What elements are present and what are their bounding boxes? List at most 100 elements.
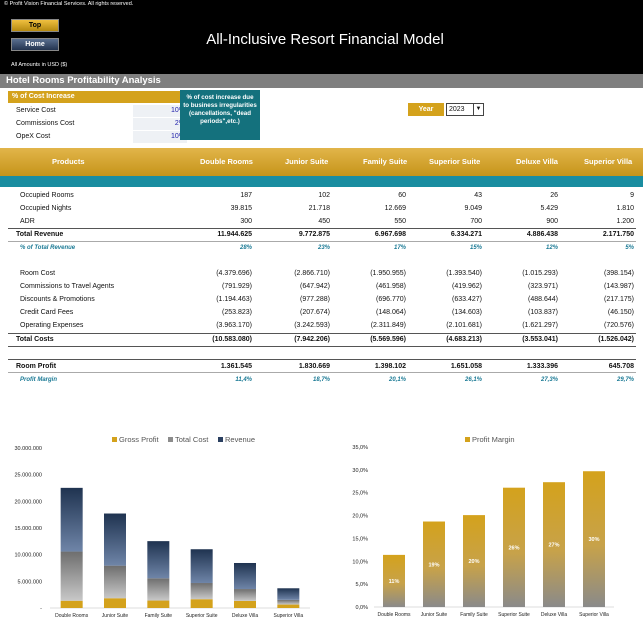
revenue-cost-chart: Gross Profit Total Cost Revenue 30.000.000 2… [14, 435, 310, 619]
table-header: Products Double Rooms Junior Suite Famil… [0, 148, 643, 176]
table-cell: (461.958) [376, 283, 406, 290]
table-cell: 43 [474, 192, 482, 199]
y-tick-label: 30.000.000 [14, 446, 42, 452]
table-cell: 187 [240, 192, 252, 199]
table-cell: (46.150) [607, 309, 634, 316]
chevron-down-icon[interactable]: ▼ [473, 104, 483, 115]
y-tick-label: 35,0% [352, 445, 368, 451]
table-cell: (1.526.042) [598, 336, 634, 343]
table-cell: 17% [393, 245, 406, 251]
table-cell: (253.823) [222, 309, 252, 316]
bar-gross-profit [190, 599, 213, 608]
header-bar: © Profit Vision Financial Services. All … [0, 0, 643, 74]
table-cell: (2.866.710) [294, 270, 330, 277]
year-label: Year [408, 103, 444, 116]
row-label: Discounts & Promotions [20, 296, 95, 303]
cost-increase-note: % of cost increase due to business irreg… [180, 90, 260, 140]
bar-gross-profit [234, 600, 256, 608]
table-cell: 12% [545, 245, 558, 251]
table-row: Room Cost (4.379.696) (2.866.710) (1.950.95… [0, 268, 643, 280]
table-cell: (207.674) [300, 309, 330, 316]
table-cell: (323.971) [528, 283, 558, 290]
bar-revenue [147, 541, 170, 579]
bar-revenue [277, 588, 300, 600]
y-tick-label: 10,0% [352, 559, 368, 565]
table-row: Total Costs (10.583.080) (7.942.206) (5.569… [0, 334, 643, 346]
table-cell: (3.963.170) [216, 322, 252, 329]
table-cell: 6.967.698 [374, 231, 406, 238]
home-button[interactable]: Home [11, 38, 59, 51]
table-row: Room Profit 1.361.545 1.830.669 1.398.102 1.… [0, 361, 643, 373]
row-label: Total Costs [16, 336, 54, 343]
table-cell: 9.049 [464, 205, 482, 212]
table-cell: 1.810 [616, 205, 634, 212]
table-cell: 39.815 [230, 205, 252, 212]
bar-revenue [104, 513, 126, 566]
cost-input[interactable]: 10% [133, 105, 187, 117]
table-cell: 1.200 [616, 218, 634, 225]
table-cell: 11.944.625 [217, 231, 252, 238]
table-cell: (791.929) [222, 283, 252, 290]
x-tick-label: Superior Villa [579, 612, 609, 618]
table-cell: 9 [630, 192, 634, 199]
legend-label: Gross Profit [119, 435, 160, 444]
column-header: Family Suite [363, 157, 408, 166]
table-cell: (2.311.849) [370, 322, 406, 329]
table-cell: 5.429 [540, 205, 558, 212]
table-cell: 900 [546, 218, 558, 225]
x-tick-label: Double Rooms [377, 612, 411, 618]
y-tick-label: - [40, 606, 42, 612]
bar-total-cost [104, 565, 126, 599]
table-cell: (1.621.297) [522, 322, 558, 329]
charts-area: Gross Profit Total Cost Revenue 30.000.000 2… [0, 420, 643, 643]
table-cell: (143.987) [604, 283, 634, 290]
column-header: Junior Suite [285, 157, 329, 166]
bar-profit-margin [583, 471, 605, 607]
row-label: Commissions to Travel Agents [20, 283, 115, 290]
bar-profit-margin [383, 554, 405, 607]
table-cell: 550 [394, 218, 406, 225]
x-tick-label: Double Rooms [55, 613, 89, 619]
table-cell: (3.242.593) [294, 322, 330, 329]
row-label: Room Profit [16, 363, 57, 370]
table-cell: (10.583.080) [212, 336, 252, 343]
page-title: All-Inclusive Resort Financial Model [206, 31, 444, 48]
table-cell: 1.361.545 [220, 363, 252, 370]
table-cell: (647.942) [300, 283, 330, 290]
x-tick-label: Deluxe Villa [232, 613, 259, 619]
table-cell: (4.379.696) [216, 270, 252, 277]
row-label: Total Revenue [16, 231, 64, 238]
y-tick-label: 5.000.000 [18, 579, 42, 585]
cost-input[interactable]: 10% [133, 131, 187, 143]
bar-revenue [234, 562, 256, 590]
bar-revenue [190, 549, 213, 584]
column-header: Deluxe Villa [516, 157, 558, 166]
legend-swatch [112, 437, 117, 442]
x-tick-label: Junior Suite [102, 613, 129, 619]
table-cell: (419.962) [452, 283, 482, 290]
cost-row-opex: OpeX Cost 10% [8, 131, 187, 143]
bar-total-cost [277, 599, 300, 605]
cost-label: OpeX Cost [16, 133, 51, 140]
table-cell: (1.015.293) [522, 270, 558, 277]
divider [8, 372, 636, 373]
bar-profit-margin [463, 515, 485, 607]
bar-gross-profit [277, 604, 300, 608]
table-cell: (148.064) [376, 309, 406, 316]
column-header: Superior Villa [584, 157, 633, 166]
cost-row-commissions: Commissions Cost 2% [8, 118, 187, 130]
table-cell: (696.770) [376, 296, 406, 303]
table-row: Commissions to Travel Agents (791.929) (64… [0, 281, 643, 293]
table-cell: (488.644) [528, 296, 558, 303]
table-cell: 11,4% [235, 377, 252, 383]
table-cell: (977.288) [300, 296, 330, 303]
top-button[interactable]: Top [11, 19, 59, 32]
x-tick-label: Superior Suite [498, 612, 530, 618]
cost-input[interactable]: 2% [133, 118, 187, 130]
year-dropdown[interactable]: 2023 ▼ [446, 103, 484, 116]
row-label: Operating Expenses [20, 322, 84, 329]
table-cell: 450 [318, 218, 330, 225]
y-tick-label: 25.000.000 [14, 473, 42, 479]
row-label: Occupied Nights [20, 205, 72, 212]
table-cell: 26 [550, 192, 558, 199]
